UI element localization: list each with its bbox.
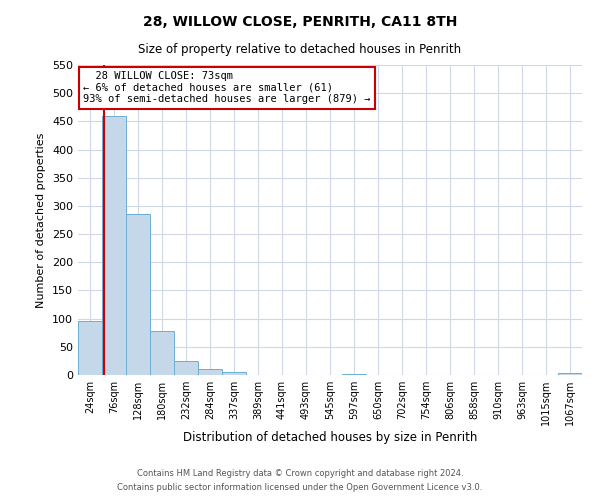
- X-axis label: Distribution of detached houses by size in Penrith: Distribution of detached houses by size …: [183, 431, 477, 444]
- Bar: [342, 374, 366, 375]
- Bar: [78, 322, 102, 375]
- Text: Size of property relative to detached houses in Penrith: Size of property relative to detached ho…: [139, 42, 461, 56]
- Bar: [102, 116, 126, 375]
- Text: Contains public sector information licensed under the Open Government Licence v3: Contains public sector information licen…: [118, 484, 482, 492]
- Text: Contains HM Land Registry data © Crown copyright and database right 2024.: Contains HM Land Registry data © Crown c…: [137, 468, 463, 477]
- Y-axis label: Number of detached properties: Number of detached properties: [37, 132, 46, 308]
- Text: 28, WILLOW CLOSE, PENRITH, CA11 8TH: 28, WILLOW CLOSE, PENRITH, CA11 8TH: [143, 15, 457, 29]
- Bar: [198, 370, 222, 375]
- Bar: [222, 372, 246, 375]
- Bar: [174, 361, 198, 375]
- Bar: [150, 331, 174, 375]
- Bar: [558, 374, 582, 375]
- Bar: [126, 214, 150, 375]
- Text: 28 WILLOW CLOSE: 73sqm  
← 6% of detached houses are smaller (61)
93% of semi-de: 28 WILLOW CLOSE: 73sqm ← 6% of detached …: [83, 71, 371, 104]
